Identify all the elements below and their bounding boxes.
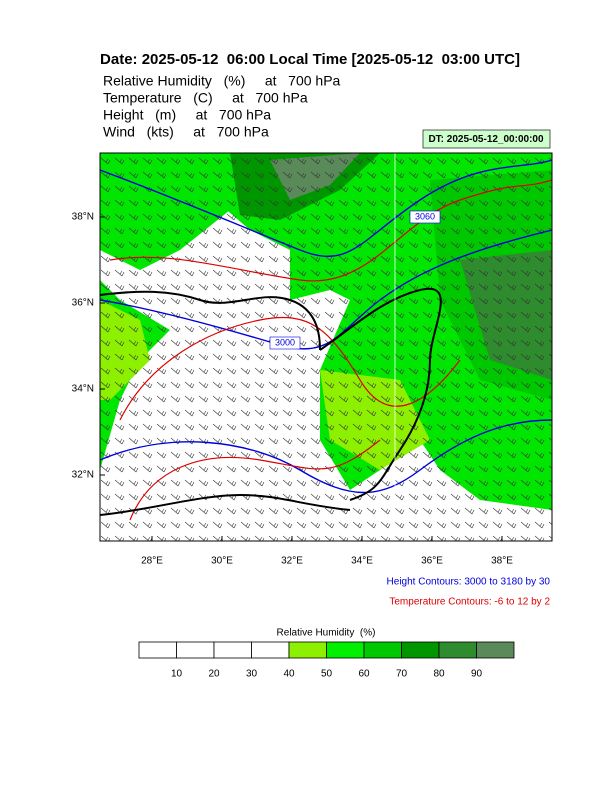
- contour-label-box: [269, 336, 301, 350]
- colorbar-label: 50: [321, 669, 333, 680]
- field-line: Wind (kts) at 700 hPa: [103, 124, 269, 140]
- map-frame: [99, 152, 553, 542]
- height-note: Height Contours: 3000 to 3180 by 30: [387, 577, 551, 588]
- colorbar-label: 70: [396, 669, 408, 680]
- title: Date: 2025-05-12 06:00 Local Time [2025-…: [100, 51, 520, 68]
- colorbar-label: 30: [246, 669, 258, 680]
- colorbar-label: 90: [471, 669, 483, 680]
- colorbar-box: [138, 641, 177, 659]
- colorbar-box: [288, 641, 327, 659]
- lat-label: 32°N: [72, 470, 94, 481]
- dt-label: DT: 2025-05-12_00:00:00: [428, 134, 544, 145]
- lat-label: 34°N: [72, 384, 94, 395]
- field-line: Relative Humidity (%) at 700 hPa: [103, 73, 341, 89]
- colorbar-box: [401, 641, 440, 659]
- contour-label: 3000: [275, 337, 295, 347]
- colorbar-label: 20: [208, 669, 220, 680]
- colorbar-box: [176, 641, 215, 659]
- lat-label: 38°N: [72, 212, 94, 223]
- colorbar-box: [213, 641, 252, 659]
- colorbar-label: 60: [358, 669, 370, 680]
- colorbar-title: Relative Humidity (%): [277, 628, 376, 639]
- contour-label-box: [409, 210, 441, 224]
- colorbar-box: [326, 641, 365, 659]
- lon-label: 28°E: [141, 556, 163, 567]
- lon-label: 36°E: [421, 556, 443, 567]
- colorbar-box: [476, 641, 515, 659]
- field-line: Height (m) at 700 hPa: [103, 107, 271, 123]
- colorbar-box: [251, 641, 290, 659]
- dt-box: [422, 129, 551, 149]
- colorbar-box: [438, 641, 477, 659]
- lon-label: 30°E: [211, 556, 233, 567]
- colorbar-label: 10: [171, 669, 183, 680]
- colorbar-label: 40: [283, 669, 295, 680]
- contour-label: 3060: [415, 211, 435, 221]
- map: [100, 153, 552, 541]
- lon-label: 38°E: [491, 556, 513, 567]
- colorbar-label: 80: [433, 669, 445, 680]
- colorbar-box: [363, 641, 402, 659]
- temperature-note: Temperature Contours: -6 to 12 by 2: [389, 597, 550, 608]
- lon-label: 32°E: [281, 556, 303, 567]
- lat-label: 36°N: [72, 298, 94, 309]
- lon-label: 34°E: [351, 556, 373, 567]
- field-line: Temperature (C) at 700 hPa: [103, 90, 308, 106]
